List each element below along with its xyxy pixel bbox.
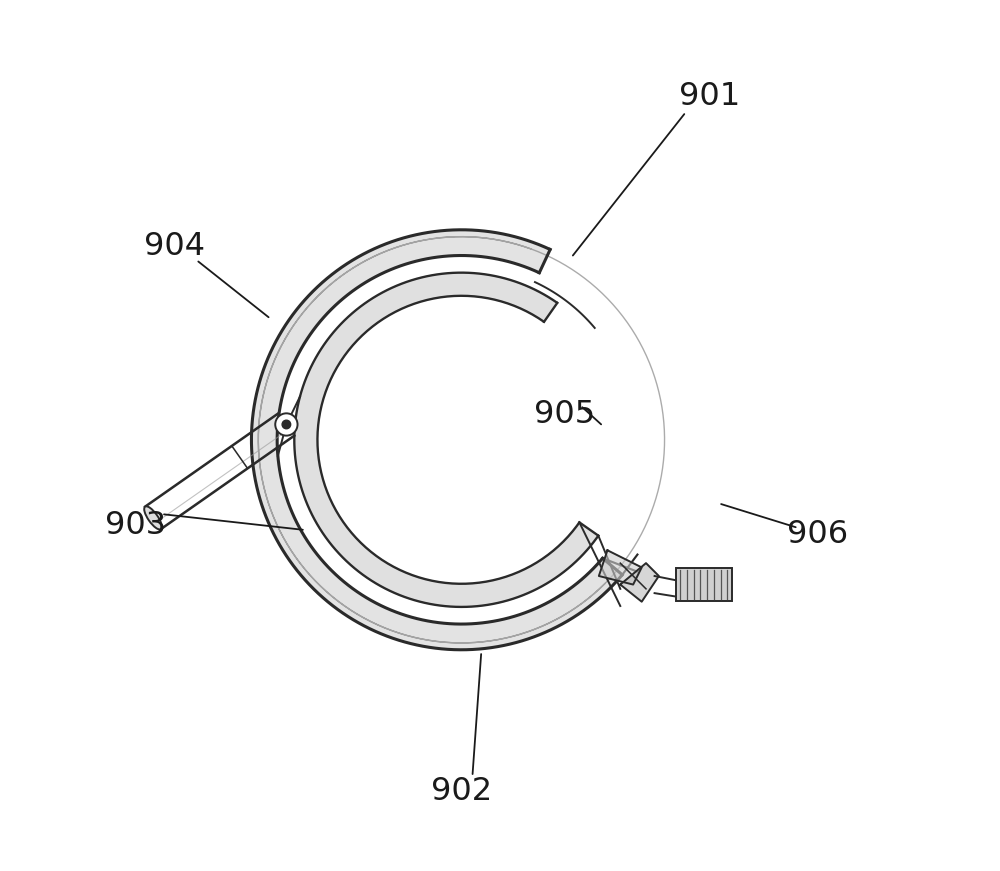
Polygon shape [620,564,659,602]
Text: 903: 903 [105,510,166,541]
Text: 901: 901 [679,82,741,112]
Circle shape [275,414,298,436]
Ellipse shape [144,506,162,530]
Polygon shape [599,550,642,584]
Text: 904: 904 [144,232,205,262]
Bar [676,568,732,601]
Text: 902: 902 [431,776,492,807]
Text: 905: 905 [534,399,595,429]
Polygon shape [251,230,622,650]
Circle shape [282,420,291,429]
Text: 906: 906 [787,518,848,550]
Polygon shape [294,273,598,607]
